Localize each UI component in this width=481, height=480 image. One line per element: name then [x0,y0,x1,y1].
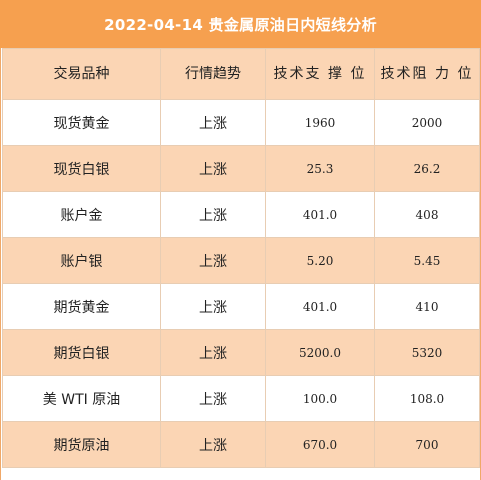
cell-name: 期货白银 [2,329,161,376]
analysis-table: 交易品种 行情趋势 技术支 撑 位 技术阻 力 位 现货黄金 上涨 1960 2… [2,48,480,468]
header-instrument: 交易品种 [2,48,161,100]
cell-trend: 上涨 [160,375,266,422]
cell-resistance: 5.45 [374,237,480,284]
cell-resistance: 26.2 [374,145,480,192]
cell-trend: 上涨 [160,283,266,330]
cell-name: 美 WTI 原油 [2,375,161,422]
cell-support: 5.20 [265,237,375,284]
header-trend: 行情趋势 [160,48,266,100]
header-support: 技术支 撑 位 [265,48,375,100]
table-row: 期货原油 上涨 670.0 700 [2,421,480,468]
cell-support: 670.0 [265,421,375,468]
cell-support: 5200.0 [265,329,375,376]
cell-support: 401.0 [265,283,375,330]
cell-resistance: 700 [374,421,480,468]
table-header-row: 交易品种 行情趋势 技术支 撑 位 技术阻 力 位 [2,48,480,100]
table-row: 期货白银 上涨 5200.0 5320 [2,329,480,376]
cell-name: 现货白银 [2,145,161,192]
table-row: 现货白银 上涨 25.3 26.2 [2,145,480,192]
table-row: 账户金 上涨 401.0 408 [2,191,480,238]
header-resistance: 技术阻 力 位 [374,48,480,100]
table-row: 美 WTI 原油 上涨 100.0 108.0 [2,375,480,422]
cell-trend: 上涨 [160,237,266,284]
cell-name: 期货黄金 [2,283,161,330]
cell-trend: 上涨 [160,329,266,376]
title-bar: 2022-04-14 贵金属原油日内短线分析 [0,0,481,48]
cell-resistance: 410 [374,283,480,330]
cell-resistance: 5320 [374,329,480,376]
cell-trend: 上涨 [160,99,266,146]
cell-trend: 上涨 [160,191,266,238]
table-row: 账户银 上涨 5.20 5.45 [2,237,480,284]
cell-trend: 上涨 [160,421,266,468]
cell-support: 100.0 [265,375,375,422]
table-row: 期货黄金 上涨 401.0 410 [2,283,480,330]
cell-trend: 上涨 [160,145,266,192]
cell-name: 账户银 [2,237,161,284]
page-title: 2022-04-14 贵金属原油日内短线分析 [104,15,377,34]
cell-name: 期货原油 [2,421,161,468]
cell-resistance: 2000 [374,99,480,146]
cell-support: 401.0 [265,191,375,238]
cell-name: 账户金 [2,191,161,238]
cell-support: 25.3 [265,145,375,192]
cell-resistance: 408 [374,191,480,238]
cell-resistance: 108.0 [374,375,480,422]
cell-support: 1960 [265,99,375,146]
cell-name: 现货黄金 [2,99,161,146]
table-row: 现货黄金 上涨 1960 2000 [2,99,480,146]
